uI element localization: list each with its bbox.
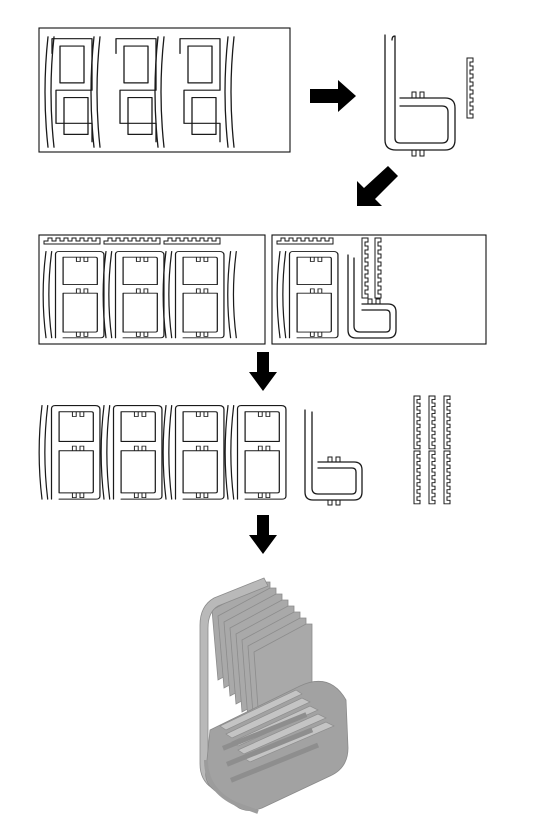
- arrow-down-icon: [249, 352, 277, 391]
- step1-cut-sheet: [38, 27, 291, 153]
- step4-cut-parts: [38, 395, 451, 506]
- step3-sheet-right: [271, 234, 487, 345]
- arrow-right-icon: [310, 80, 356, 112]
- arrow-down-left-icon: [357, 166, 398, 206]
- step2-single-rib: [384, 34, 474, 157]
- step3-sheet-left: [38, 234, 266, 345]
- assembled-chair: [199, 577, 349, 814]
- arrow-down-icon: [249, 515, 277, 554]
